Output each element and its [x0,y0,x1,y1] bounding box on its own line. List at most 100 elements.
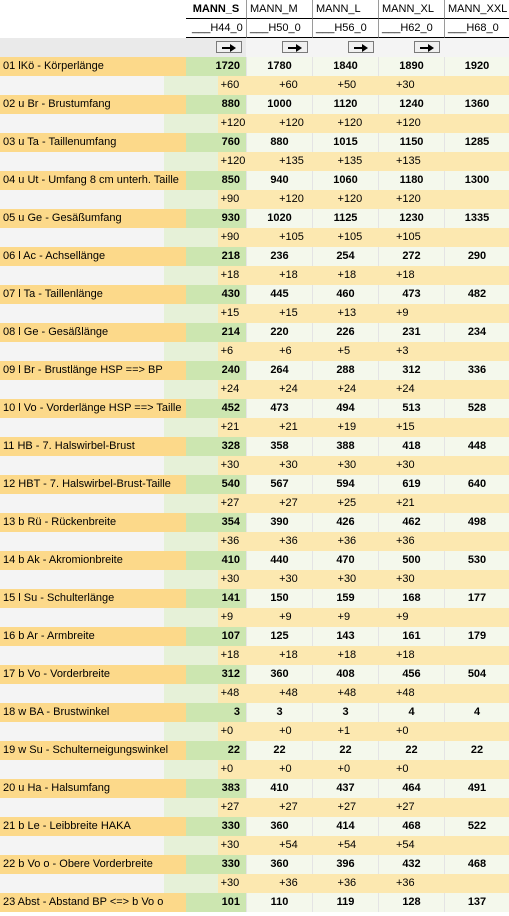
base-value-cell[interactable]: 430 [186,285,246,304]
increment-cell[interactable]: +30 [276,570,335,589]
increment-cell[interactable]: +105 [276,228,335,247]
base-value-cell[interactable]: 354 [186,513,246,532]
header-col-0[interactable]: MANN_S [186,0,246,19]
increment-cell[interactable]: +15 [217,304,277,323]
size-value-cell[interactable]: 390 [246,513,312,532]
base-value-cell[interactable]: 101 [186,893,246,912]
increment-cell[interactable]: +24 [334,380,393,399]
size-value-cell[interactable]: 1920 [444,57,509,76]
increment-cell[interactable]: +3 [392,342,452,361]
increment-cell[interactable]: +30 [217,456,277,475]
size-value-cell[interactable]: 498 [444,513,509,532]
arrow-right-icon[interactable] [282,41,308,53]
size-value-cell[interactable]: 530 [444,551,509,570]
size-value-cell[interactable]: 22 [378,741,444,760]
size-value-cell[interactable]: 468 [444,855,509,874]
increment-cell[interactable]: +27 [276,494,335,513]
size-value-cell[interactable]: 513 [378,399,444,418]
increment-cell[interactable]: +50 [334,76,393,95]
base-value-cell[interactable]: 880 [186,95,246,114]
size-value-cell[interactable]: 161 [378,627,444,646]
header-col-4[interactable]: MANN_XXL [444,0,509,19]
increment-cell[interactable]: +135 [276,152,335,171]
size-value-cell[interactable]: 1840 [312,57,378,76]
size-value-cell[interactable]: 220 [246,323,312,342]
base-value-cell[interactable]: 540 [186,475,246,494]
size-value-cell[interactable]: 110 [246,893,312,912]
increment-cell[interactable]: +1 [334,722,393,741]
base-value-cell[interactable]: 330 [186,817,246,836]
increment-cell[interactable]: +54 [334,836,393,855]
size-value-cell[interactable]: 410 [246,779,312,798]
size-value-cell[interactable]: 440 [246,551,312,570]
size-value-cell[interactable]: 1015 [312,133,378,152]
size-value-cell[interactable]: 234 [444,323,509,342]
size-value-cell[interactable]: 1890 [378,57,444,76]
size-value-cell[interactable]: 432 [378,855,444,874]
base-value-cell[interactable]: 3 [186,703,246,722]
size-value-cell[interactable]: 125 [246,627,312,646]
size-value-cell[interactable]: 168 [378,589,444,608]
increment-cell[interactable]: +30 [392,76,452,95]
increment-cell[interactable]: +120 [276,190,335,209]
increment-cell[interactable]: +120 [334,190,393,209]
increment-cell[interactable]: +36 [392,874,452,893]
increment-cell[interactable]: +21 [392,494,452,513]
size-value-cell[interactable]: 360 [246,665,312,684]
base-value-cell[interactable]: 22 [186,741,246,760]
increment-cell[interactable]: +15 [392,418,452,437]
increment-cell[interactable]: +24 [276,380,335,399]
increment-cell[interactable]: +25 [334,494,393,513]
size-value-cell[interactable]: 462 [378,513,444,532]
size-value-cell[interactable]: 1000 [246,95,312,114]
arrow-right-icon[interactable] [216,41,242,53]
size-value-cell[interactable]: 418 [378,437,444,456]
increment-cell[interactable]: +9 [334,608,393,627]
size-value-cell[interactable]: 1120 [312,95,378,114]
size-value-cell[interactable]: 360 [246,817,312,836]
base-value-cell[interactable]: 218 [186,247,246,266]
increment-cell[interactable]: +105 [334,228,393,247]
size-value-cell[interactable]: 360 [246,855,312,874]
header-col-1[interactable]: MANN_M [246,0,312,19]
increment-cell[interactable]: +18 [392,266,452,285]
base-value-cell[interactable]: 141 [186,589,246,608]
increment-cell[interactable]: +0 [276,760,335,779]
size-value-cell[interactable]: 22 [312,741,378,760]
increment-cell[interactable]: +135 [334,152,393,171]
increment-cell[interactable]: +90 [217,228,277,247]
size-value-cell[interactable]: 119 [312,893,378,912]
size-value-cell[interactable]: 482 [444,285,509,304]
increment-cell[interactable]: +120 [392,190,452,209]
increment-cell[interactable]: +120 [334,114,393,133]
size-value-cell[interactable]: 143 [312,627,378,646]
increment-cell[interactable]: +13 [334,304,393,323]
size-value-cell[interactable]: 264 [246,361,312,380]
increment-cell[interactable]: +0 [334,760,393,779]
base-value-cell[interactable]: 240 [186,361,246,380]
size-value-cell[interactable]: 179 [444,627,509,646]
size-value-cell[interactable]: 408 [312,665,378,684]
increment-cell[interactable]: +18 [392,646,452,665]
increment-cell[interactable]: +36 [392,532,452,551]
size-value-cell[interactable]: 437 [312,779,378,798]
increment-cell[interactable]: +24 [392,380,452,399]
base-value-cell[interactable]: 452 [186,399,246,418]
increment-cell[interactable]: +135 [392,152,452,171]
size-value-cell[interactable]: 460 [312,285,378,304]
size-value-cell[interactable]: 4 [444,703,509,722]
size-value-cell[interactable]: 159 [312,589,378,608]
size-value-cell[interactable]: 290 [444,247,509,266]
size-value-cell[interactable]: 358 [246,437,312,456]
increment-cell[interactable]: +18 [217,266,277,285]
increment-cell[interactable]: +9 [276,608,335,627]
increment-cell[interactable]: +30 [334,570,393,589]
increment-cell[interactable]: +9 [392,304,452,323]
size-value-cell[interactable]: 3 [312,703,378,722]
increment-cell[interactable]: +0 [217,722,277,741]
base-value-cell[interactable]: 214 [186,323,246,342]
increment-cell[interactable]: +90 [217,190,277,209]
base-value-cell[interactable]: 760 [186,133,246,152]
increment-cell[interactable]: +30 [217,836,277,855]
increment-cell[interactable]: +21 [276,418,335,437]
